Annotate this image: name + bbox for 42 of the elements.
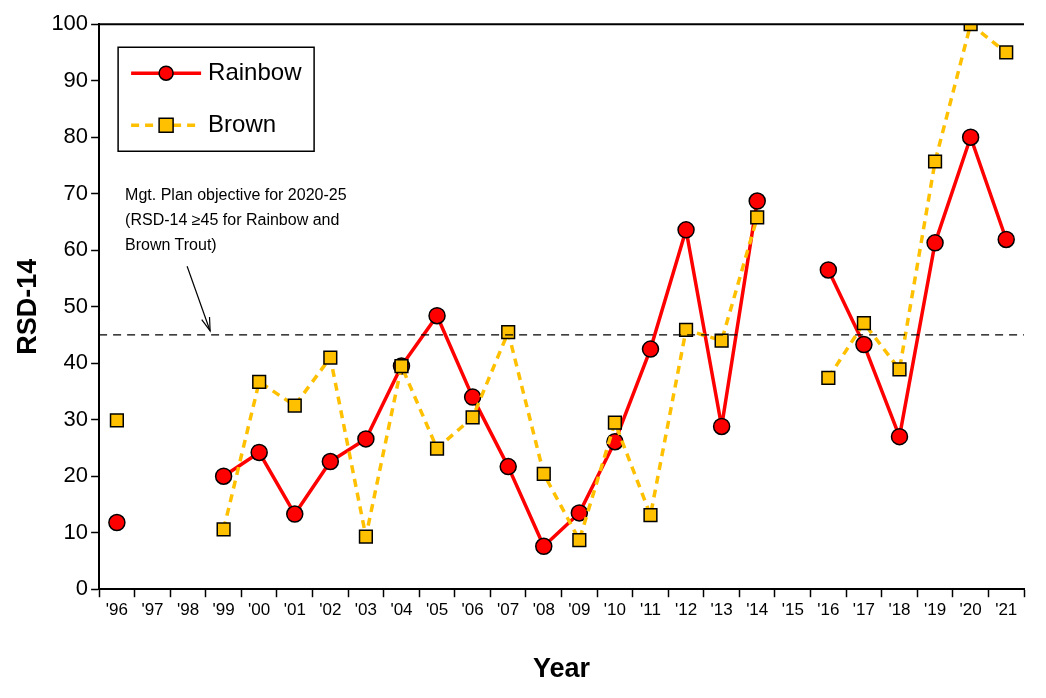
y-tick-label: 60 (63, 236, 89, 262)
x-tick-label: '07 (497, 600, 520, 620)
y-tick-label: 30 (63, 405, 89, 431)
x-tick-label: '11 (640, 600, 661, 620)
y-tick-label: 40 (63, 349, 89, 375)
x-tick-label: '02 (319, 600, 342, 620)
y-tick-label: 20 (63, 462, 89, 488)
x-tick-label: '00 (248, 600, 271, 620)
x-tick-label: '15 (781, 600, 804, 620)
x-tick-label: '16 (817, 600, 840, 620)
x-tick-label: '03 (354, 600, 377, 620)
x-tick-label: '04 (390, 600, 413, 620)
x-tick-label: '20 (959, 600, 982, 620)
x-tick-label: '14 (746, 600, 769, 620)
legend-label: Brown (208, 109, 277, 137)
x-tick-label: '09 (568, 600, 591, 620)
y-tick-label: 100 (51, 10, 89, 36)
x-tick-label: '19 (923, 600, 947, 620)
x-axis-title: Year (533, 653, 591, 684)
y-tick-label: 10 (63, 518, 89, 544)
ref-line-label: Mgt. Plan objective for 2020-25 (RSD-14 ≥45 for Rainbow and Brown Trout) (125, 185, 347, 253)
x-tick-label: '13 (710, 600, 733, 620)
y-tick-label: 0 (75, 575, 89, 601)
x-tick-label: '97 (141, 600, 164, 620)
legend-label: Rainbow (208, 57, 303, 85)
x-tick-label: '21 (995, 600, 1018, 620)
y-tick-label: 80 (63, 123, 89, 149)
x-tick-label: '96 (105, 600, 128, 620)
x-tick-label: '99 (212, 600, 235, 620)
x-tick-label: '08 (532, 600, 555, 620)
y-tick-label: 50 (63, 292, 89, 318)
y-tick-label: 90 (63, 66, 89, 92)
x-tick-label: '17 (852, 600, 875, 620)
x-tick-label: '10 (603, 600, 626, 620)
y-tick-label: 70 (63, 179, 89, 205)
x-tick-label: '05 (425, 600, 449, 620)
x-tick-label: '06 (461, 600, 484, 620)
x-tick-label: '98 (176, 600, 200, 620)
x-tick-label: '12 (674, 600, 698, 620)
x-tick-label: '18 (888, 600, 911, 620)
x-tick-label: '01 (283, 600, 306, 620)
y-axis-title: RSD-14 (11, 258, 42, 355)
